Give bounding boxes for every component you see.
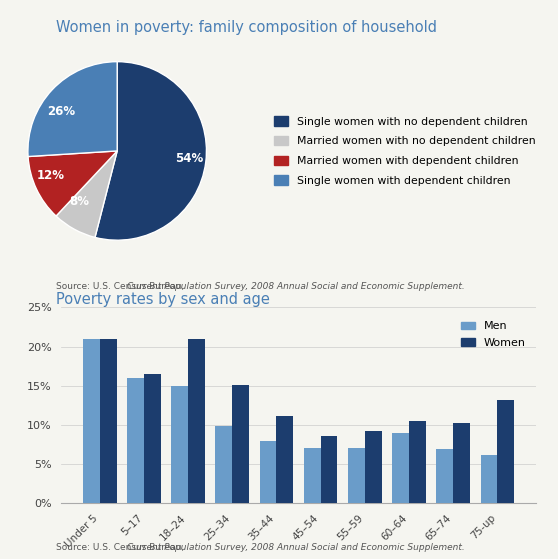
Bar xyxy=(171,386,188,503)
Bar xyxy=(100,339,117,503)
Text: 26%: 26% xyxy=(47,105,75,118)
Text: Poverty rates by sex and age: Poverty rates by sex and age xyxy=(56,292,270,307)
Wedge shape xyxy=(95,61,206,240)
Bar xyxy=(453,423,470,503)
Bar xyxy=(497,400,514,503)
Bar xyxy=(127,378,144,503)
Text: 8%: 8% xyxy=(69,195,89,209)
Bar xyxy=(276,416,293,503)
Legend: Single women with no dependent children, Married women with no dependent childre: Single women with no dependent children,… xyxy=(275,116,536,186)
Bar xyxy=(392,433,409,503)
Bar xyxy=(215,427,232,503)
Bar xyxy=(232,385,249,503)
Bar xyxy=(83,339,100,503)
Legend: Men, Women: Men, Women xyxy=(457,317,530,353)
Wedge shape xyxy=(56,151,117,238)
Bar xyxy=(480,454,497,503)
Bar xyxy=(436,449,453,503)
Text: Source: U.S. Census Bureau,: Source: U.S. Census Bureau, xyxy=(56,282,187,291)
Bar xyxy=(188,339,205,503)
Wedge shape xyxy=(28,151,117,216)
Text: 54%: 54% xyxy=(175,151,203,165)
Bar xyxy=(144,374,161,503)
Text: Current Population Survey, 2008 Annual Social and Economic Supplement.: Current Population Survey, 2008 Annual S… xyxy=(127,543,465,552)
Bar xyxy=(259,441,276,503)
Wedge shape xyxy=(28,61,117,157)
Bar xyxy=(365,431,382,503)
Bar xyxy=(304,448,321,503)
Text: Source: U.S. Census Bureau,: Source: U.S. Census Bureau, xyxy=(56,543,187,552)
Text: Current Population Survey, 2008 Annual Social and Economic Supplement.: Current Population Survey, 2008 Annual S… xyxy=(127,282,465,291)
Bar xyxy=(321,436,338,503)
Bar xyxy=(409,421,426,503)
Text: Women in poverty: family composition of household: Women in poverty: family composition of … xyxy=(56,20,437,35)
Bar xyxy=(348,448,365,503)
Text: 12%: 12% xyxy=(37,169,65,182)
